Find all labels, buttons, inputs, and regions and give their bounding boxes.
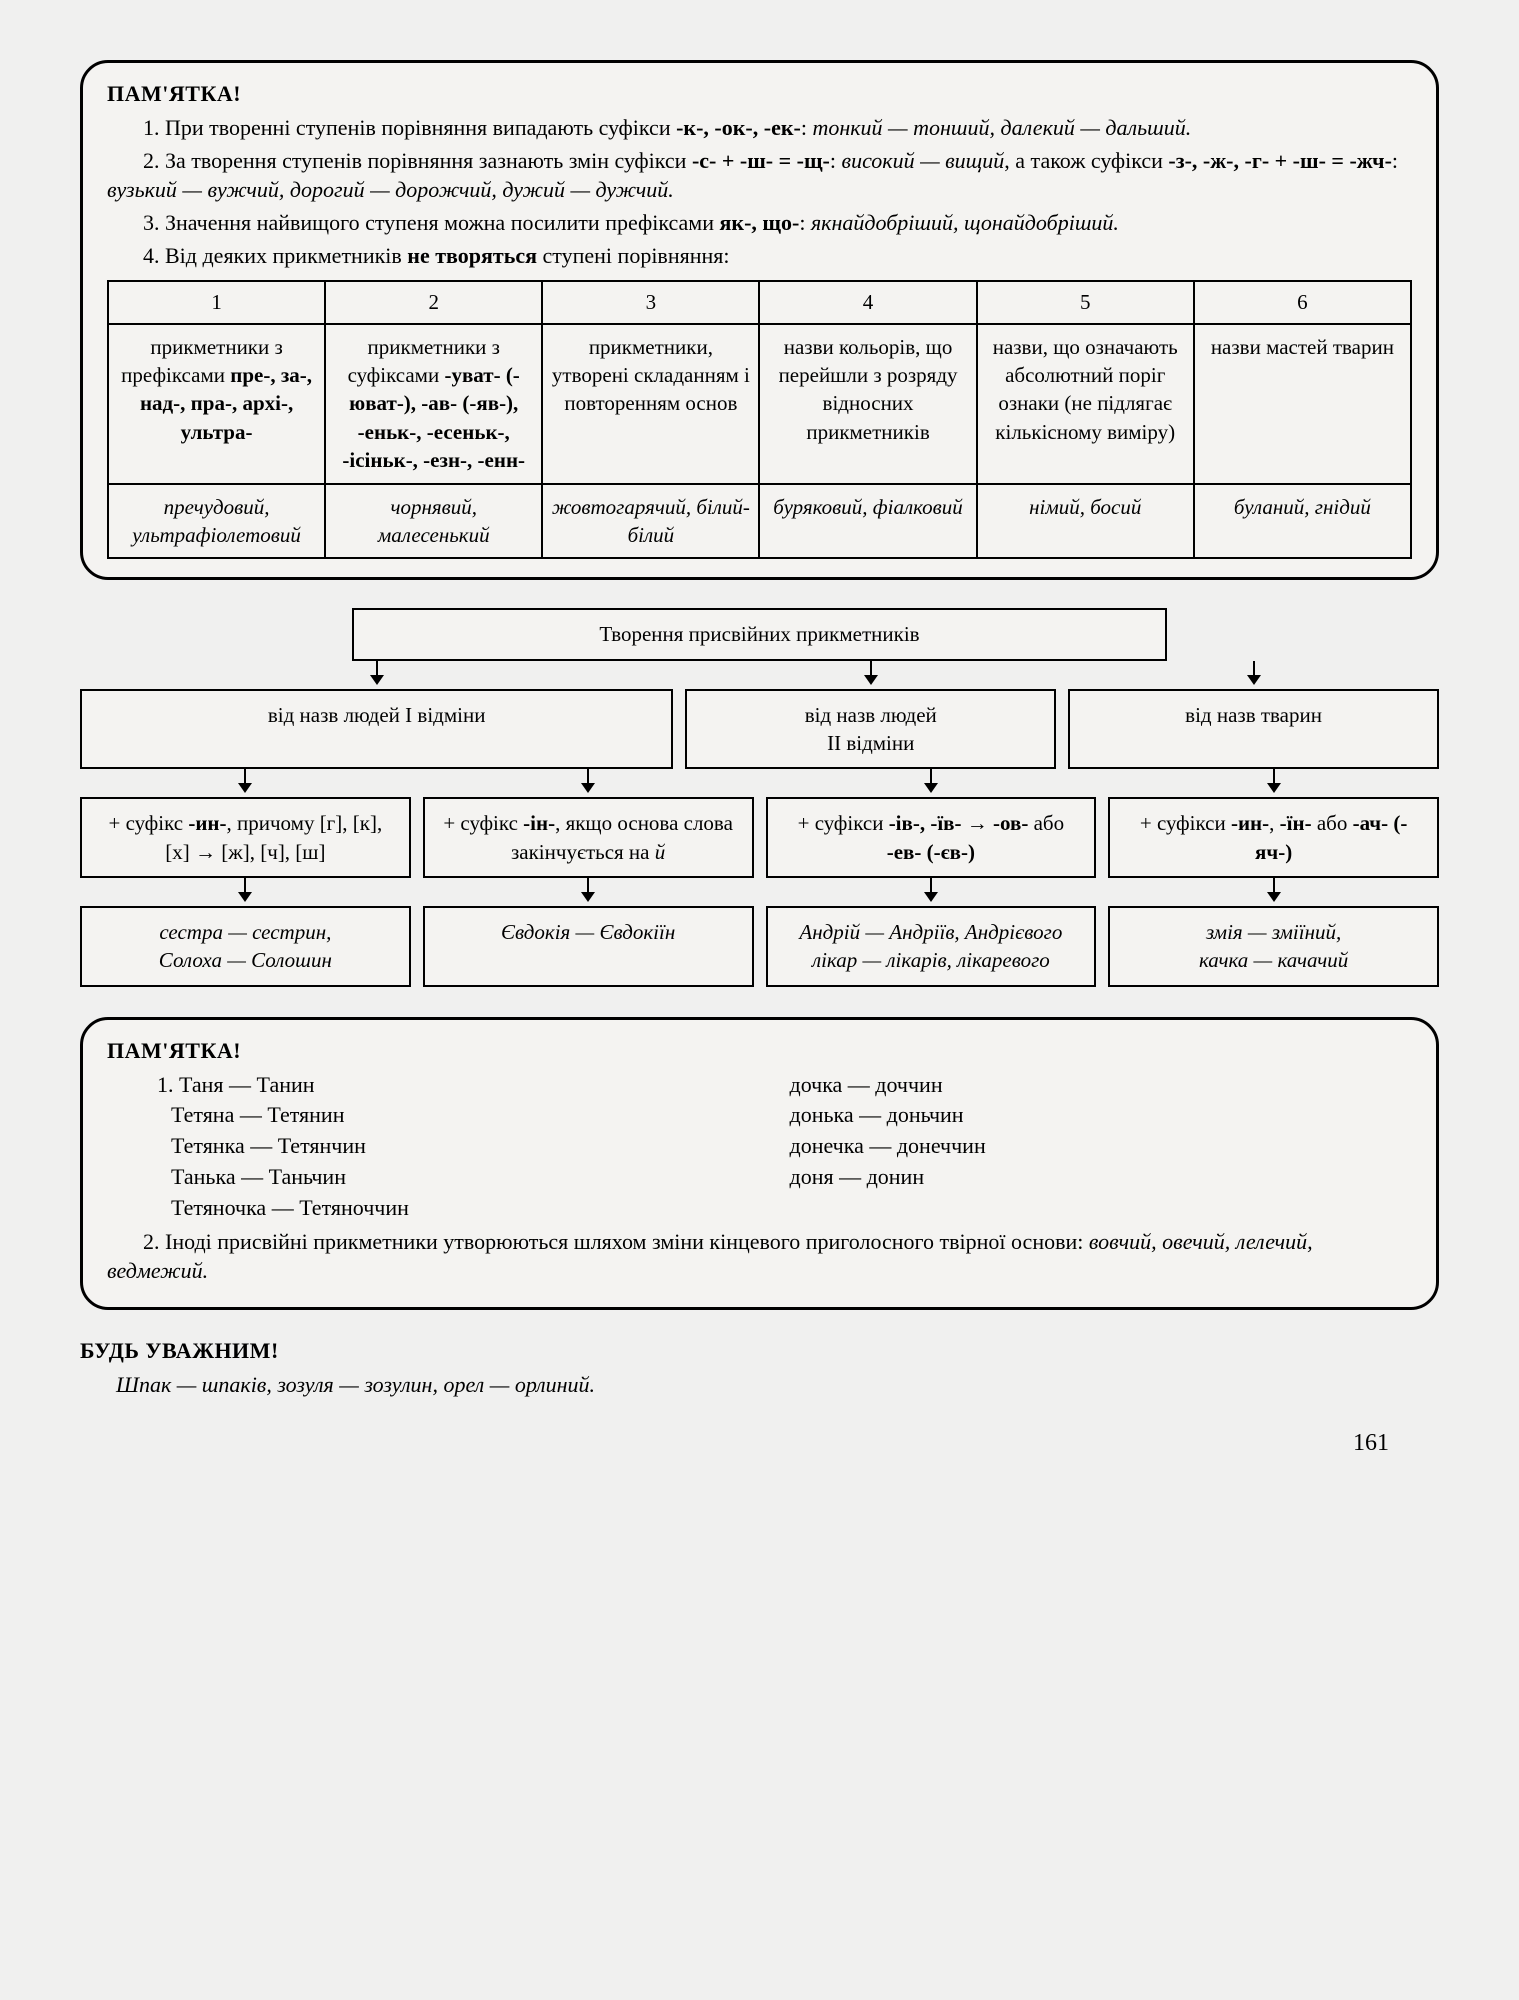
flow-cell: + суфікси -ин-, -їн- або -ач- (-яч-)	[1108, 797, 1439, 878]
td: жовтогарячий, білий-білий	[542, 484, 759, 559]
flow-cell: Андрій — Андріїв, Андрієвого лікар — лік…	[766, 906, 1097, 987]
td: назви кольорів, що перейшли з розряду ві…	[759, 324, 976, 484]
table-row: пречудовий, ультрафіолетовий чорнявий, м…	[108, 484, 1411, 559]
t: 4. Від деяких прикметників	[143, 243, 407, 268]
td: чорнявий, малесенький	[325, 484, 542, 559]
td: назви мастей тварин	[1194, 324, 1411, 484]
arrow	[1108, 878, 1439, 906]
t: Тетянка — Тетянчин	[107, 1131, 730, 1162]
t: як-, що-	[720, 210, 800, 235]
th: 6	[1194, 281, 1411, 323]
th: 4	[759, 281, 976, 323]
flow-row-4: сестра — сестрин, Солоха — Солошин Євдок…	[80, 906, 1439, 987]
memo1-p1: 1. При творенні ступенів порівняння випа…	[107, 113, 1412, 143]
memo2-left: 1. Таня — Танин Тетяна — Тетянин Тетянка…	[107, 1070, 730, 1224]
arrow	[1108, 769, 1439, 797]
th: 1	[108, 281, 325, 323]
t: Таня — Танин	[179, 1072, 315, 1097]
t: :	[830, 148, 842, 173]
table-row: прикметники з префіксами пре-, за-, над-…	[108, 324, 1411, 484]
td: буряковий, фіалковий	[759, 484, 976, 559]
arrow	[766, 878, 1097, 906]
td: німий, босий	[977, 484, 1194, 559]
td: пречудовий, ультрафіолетовий	[108, 484, 325, 559]
arrow	[685, 661, 1056, 689]
attention-line: Шпак — шпаків, зозуля — зозулин, орел — …	[80, 1370, 1439, 1400]
t: -з-, -ж-, -г- + -ш- = -жч-	[1168, 148, 1392, 173]
th: 2	[325, 281, 542, 323]
page: ПАМ'ЯТКА! 1. При творенні ступенів порів…	[40, 40, 1479, 1477]
memo2-p2: 2. Іноді присвійні прикметники утворюють…	[107, 1227, 1412, 1286]
memo1-p2: 2. За творення ступенів порівняння зазна…	[107, 146, 1412, 205]
td: буланий, гнідий	[1194, 484, 1411, 559]
memo1-p3: 3. Значення найвищого ступеня можна поси…	[107, 208, 1412, 238]
td: назви, що означають абсолютний поріг озн…	[977, 324, 1194, 484]
flow-cell: Євдокія — Євдокіїн	[423, 906, 754, 987]
flow-cell: від назв людей I відміни	[80, 689, 673, 770]
arrow	[80, 769, 411, 797]
memo2-heading: ПАМ'ЯТКА!	[107, 1038, 1412, 1064]
t: донечка — донеччин	[790, 1131, 1413, 1162]
t: , а також суфікси	[1004, 148, 1168, 173]
t: Тетяна — Тетянин	[107, 1100, 730, 1131]
t: -к-, -ок-, -ек-	[676, 115, 801, 140]
t: Тетяночка — Тетяноччин	[107, 1193, 730, 1224]
memo1-table: 1 2 3 4 5 6 прикметники з префіксами пре…	[107, 280, 1412, 559]
flow-cell: від назв людей II відміни	[685, 689, 1056, 770]
flow-title: Творення присвійних прикметників	[352, 608, 1167, 660]
page-number: 161	[80, 1430, 1439, 1457]
memo-box-2: ПАМ'ЯТКА! 1. Таня — Танин Тетяна — Тетян…	[80, 1017, 1439, 1310]
t: тонкий — тонший, далекий — дальший.	[812, 115, 1191, 140]
t: 2. Іноді присвійні прикметники утворюють…	[143, 1229, 1089, 1254]
memo-box-1: ПАМ'ЯТКА! 1. При творенні ступенів порів…	[80, 60, 1439, 580]
t: 2. За творення ступенів порівняння зазна…	[143, 148, 692, 173]
t: 1.	[157, 1072, 174, 1097]
t: не творяться	[407, 243, 537, 268]
t: -с- + -ш- = -щ-	[692, 148, 830, 173]
flow-cell: сестра — сестрин, Солоха — Солошин	[80, 906, 411, 987]
t: якнайдобріший, щонайдобріший.	[811, 210, 1119, 235]
attention-heading: БУДЬ УВАЖНИМ!	[80, 1338, 1439, 1364]
td: прикметники з префіксами пре-, за-, над-…	[108, 324, 325, 484]
arrow	[423, 769, 754, 797]
memo2-columns: 1. Таня — Танин Тетяна — Тетянин Тетянка…	[107, 1070, 1412, 1224]
t: :	[801, 115, 813, 140]
flow-row-2: від назв людей I відміни від назв людей …	[80, 689, 1439, 770]
table-header-row: 1 2 3 4 5 6	[108, 281, 1411, 323]
arrow	[80, 878, 411, 906]
th: 3	[542, 281, 759, 323]
flow-cell: + суфікс -ин-, причому [г], [к], [х] → […	[80, 797, 411, 878]
flow-cell: + суфікси -ів-, -їв- → -ов- або -ев- (-є…	[766, 797, 1097, 878]
t: 1. При творенні ступенів порівняння випа…	[143, 115, 676, 140]
flow-row-3: + суфікс -ин-, причому [г], [к], [х] → […	[80, 797, 1439, 878]
arrow	[423, 878, 754, 906]
t: високий — вищий	[842, 148, 1005, 173]
arrow	[1068, 661, 1439, 689]
flow-cell: змія — зміїний, качка — качачий	[1108, 906, 1439, 987]
t: :	[799, 210, 811, 235]
flowchart: Творення присвійних прикметників від наз…	[80, 608, 1439, 986]
t: вузький — вужчий, дорогий — дорожчий, ду…	[107, 177, 674, 202]
flow-cell: від назв тварин	[1068, 689, 1439, 770]
memo1-p4: 4. Від деяких прикметників не творяться …	[107, 241, 1412, 271]
th: 5	[977, 281, 1194, 323]
t: дочка — доччин	[790, 1070, 1413, 1101]
memo2-right: дочка — доччин донька — доньчин донечка …	[790, 1070, 1413, 1224]
td: прикметники з суфіксами -уват- (-юват-),…	[325, 324, 542, 484]
flow-cell: + суфікс -ін-, якщо основа слова закінчу…	[423, 797, 754, 878]
t: 3. Значення найвищого ступеня можна поси…	[143, 210, 720, 235]
t: Танька — Таньчин	[107, 1162, 730, 1193]
t: донька — доньчин	[790, 1100, 1413, 1131]
t: ступені порівняння:	[537, 243, 729, 268]
memo1-heading: ПАМ'ЯТКА!	[107, 81, 1412, 107]
arrow	[766, 769, 1097, 797]
t: доня — донин	[790, 1162, 1413, 1193]
arrow	[80, 661, 673, 689]
td: прикметники, утворені складанням і повто…	[542, 324, 759, 484]
t: :	[1392, 148, 1398, 173]
